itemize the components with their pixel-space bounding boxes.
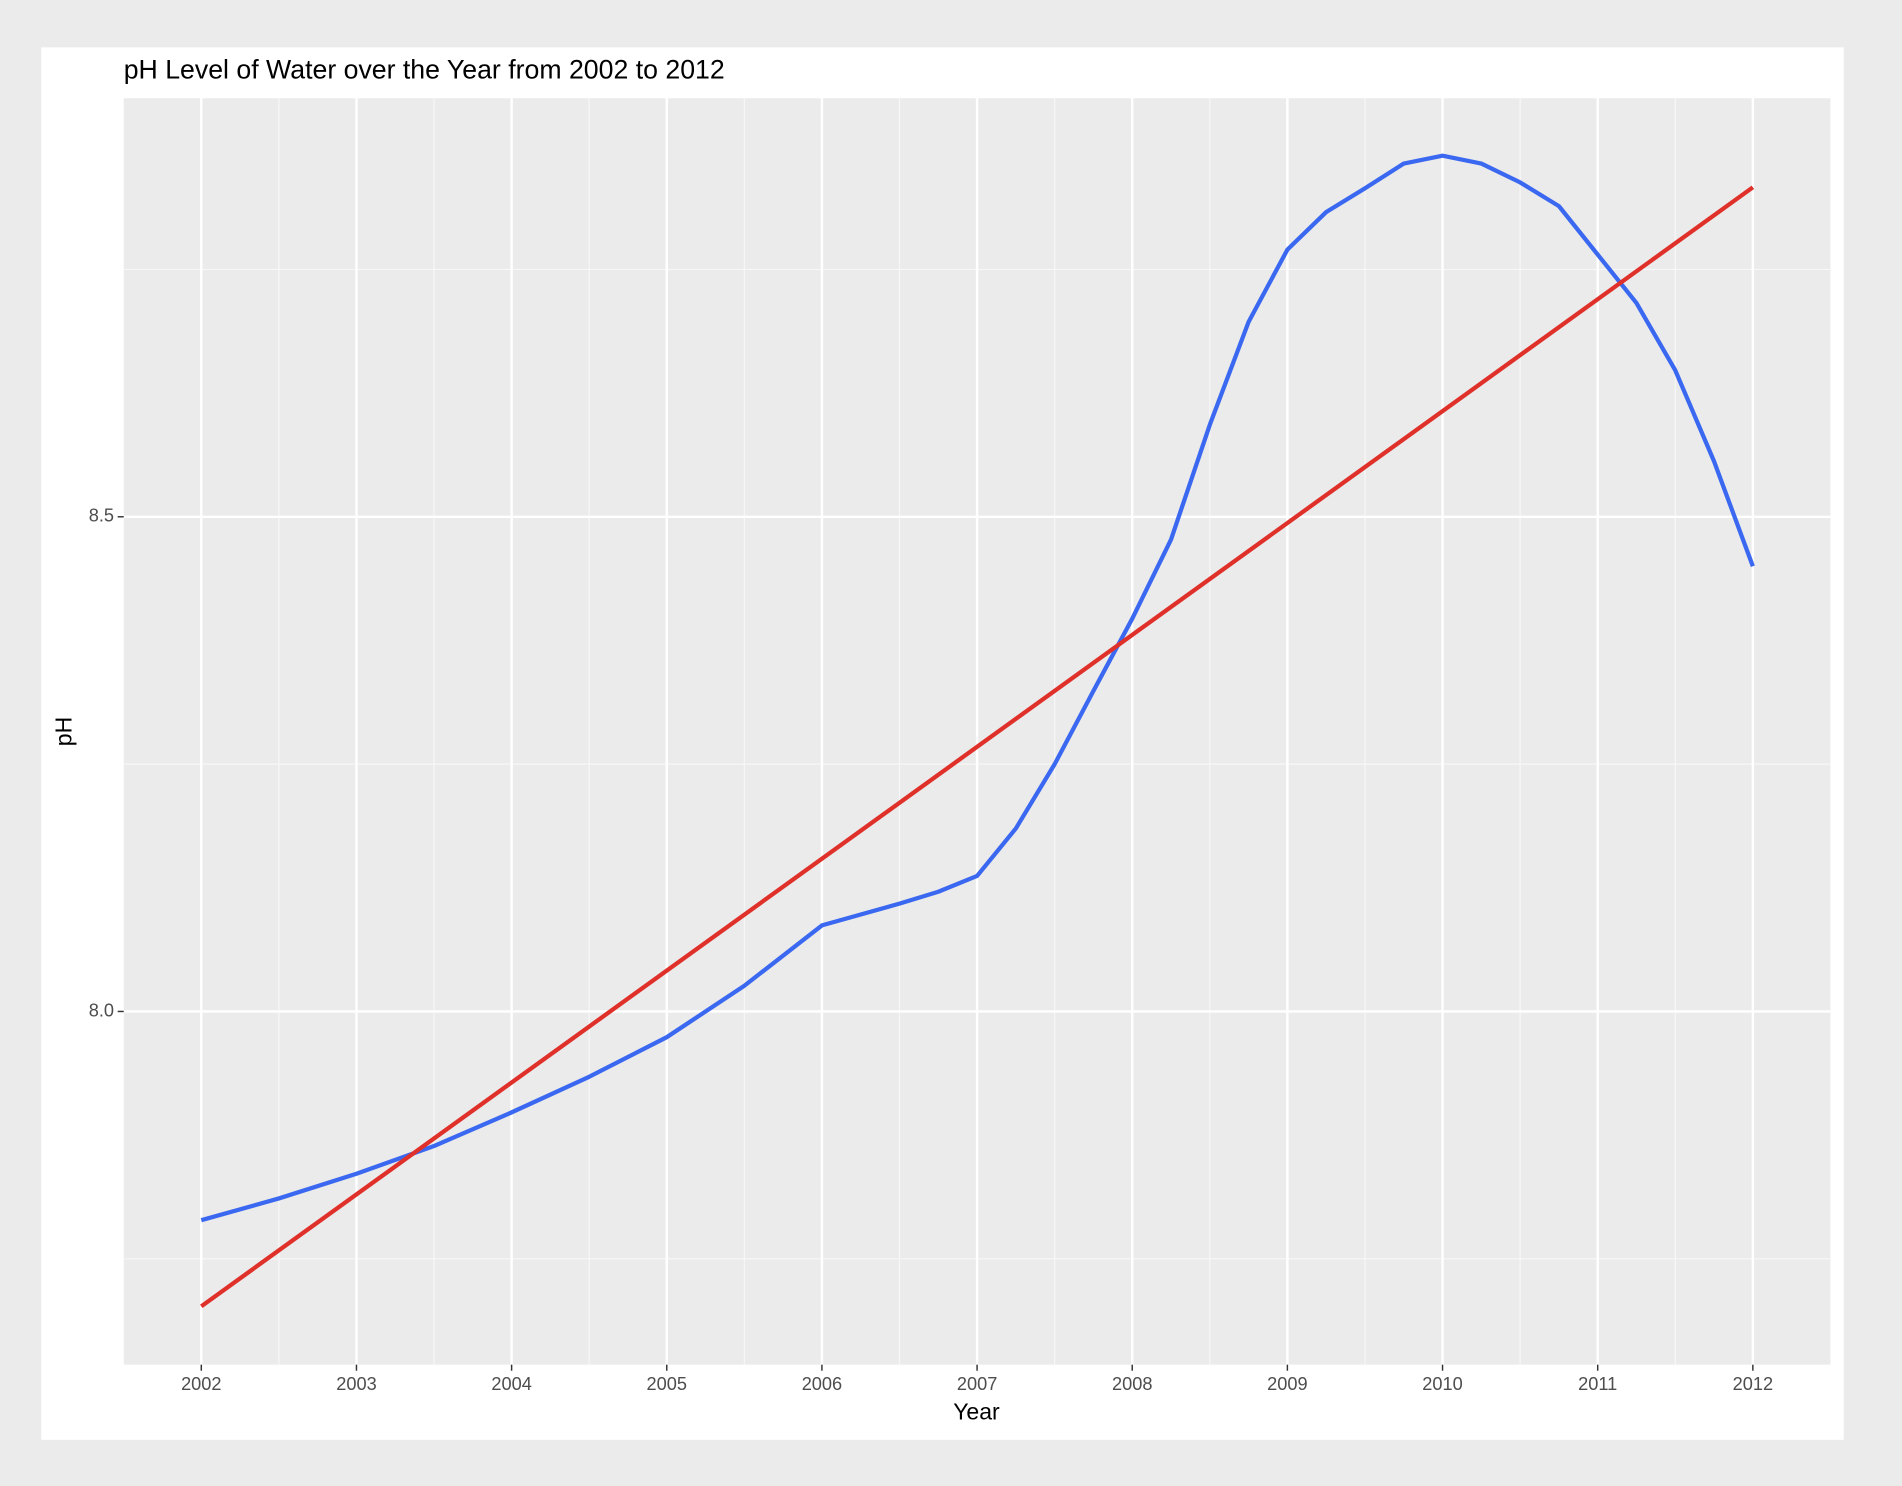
x-axis-title: Year bbox=[953, 1398, 1000, 1424]
x-tick-label: 2005 bbox=[647, 1374, 687, 1394]
plot-lines bbox=[200, 153, 1755, 1309]
x-tick-label: 2002 bbox=[181, 1374, 221, 1394]
chart-title: pH Level of Water over the Year from 200… bbox=[124, 55, 725, 85]
x-tick-label: 2006 bbox=[802, 1374, 842, 1394]
x-tick-label: 2004 bbox=[491, 1374, 531, 1394]
line bbox=[200, 185, 1755, 1309]
x-tick-label: 2012 bbox=[1733, 1374, 1773, 1394]
grid bbox=[123, 98, 1831, 1365]
x-tick-label: 2008 bbox=[1112, 1374, 1152, 1394]
x-tick-label: 2010 bbox=[1422, 1374, 1462, 1394]
line bbox=[200, 153, 1755, 1223]
y-axis-title: pH bbox=[51, 717, 77, 746]
x-tick-label: 2011 bbox=[1578, 1374, 1617, 1394]
x-tick-label: 2007 bbox=[957, 1374, 997, 1394]
x-tick-label: 2003 bbox=[336, 1374, 376, 1394]
x-tick-label: 2009 bbox=[1267, 1374, 1307, 1394]
y-tick-label: 8.0 bbox=[89, 1000, 114, 1020]
y-tick-label: 8.5 bbox=[89, 506, 114, 526]
